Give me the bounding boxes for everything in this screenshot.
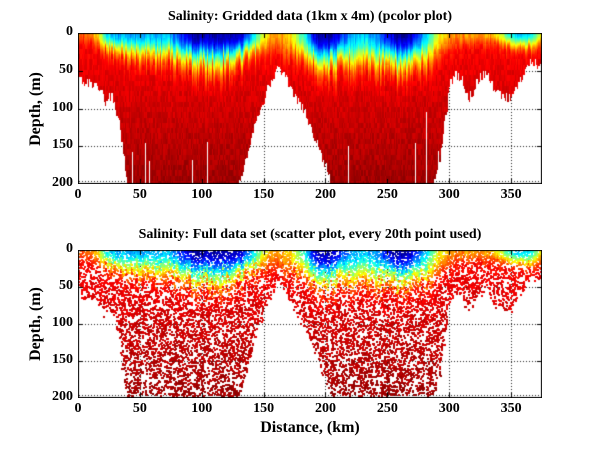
x-tick-label: 350 bbox=[500, 187, 522, 202]
x-axis-label: Distance, (km) bbox=[260, 419, 360, 436]
x-tick-label: 300 bbox=[438, 187, 460, 202]
x-tick-label: 50 bbox=[132, 187, 147, 202]
x-tick-label: 150 bbox=[253, 401, 275, 416]
x-tick-label: 0 bbox=[74, 187, 82, 202]
y-tick-label: 100 bbox=[52, 315, 73, 330]
scatter-plot-title: Salinity: Full data set (scatter plot, e… bbox=[138, 227, 482, 242]
x-tick-label: 100 bbox=[191, 187, 213, 202]
x-tick-label: 0 bbox=[74, 401, 82, 416]
y-tick-label: 150 bbox=[52, 352, 73, 367]
x-tick-label: 200 bbox=[314, 187, 336, 202]
scatter-plot-canvas bbox=[78, 250, 542, 398]
x-tick-label: 250 bbox=[376, 187, 398, 202]
y-tick-label: 100 bbox=[52, 99, 73, 115]
y-tick-label: 0 bbox=[66, 241, 73, 256]
y-tick-label: 200 bbox=[52, 175, 73, 190]
x-tick-label: 200 bbox=[314, 401, 336, 416]
x-tick-label: 250 bbox=[376, 401, 398, 416]
x-tick-label: 350 bbox=[500, 401, 522, 416]
y-tick-label: 150 bbox=[52, 137, 73, 153]
y-tick-label: 200 bbox=[52, 389, 73, 404]
x-tick-label: 50 bbox=[132, 401, 147, 416]
x-tick-label: 150 bbox=[253, 187, 275, 202]
y-tick-label: 0 bbox=[66, 24, 73, 39]
x-tick-label: 300 bbox=[438, 401, 460, 416]
pcolor-plot-title: Salinity: Gridded data (1km x 4m) (pcolo… bbox=[167, 9, 453, 24]
y-tick-label: 50 bbox=[59, 278, 73, 293]
y-tick-label: 50 bbox=[59, 61, 73, 77]
pcolor-plot-canvas bbox=[78, 33, 542, 184]
x-tick-label: 100 bbox=[191, 401, 213, 416]
